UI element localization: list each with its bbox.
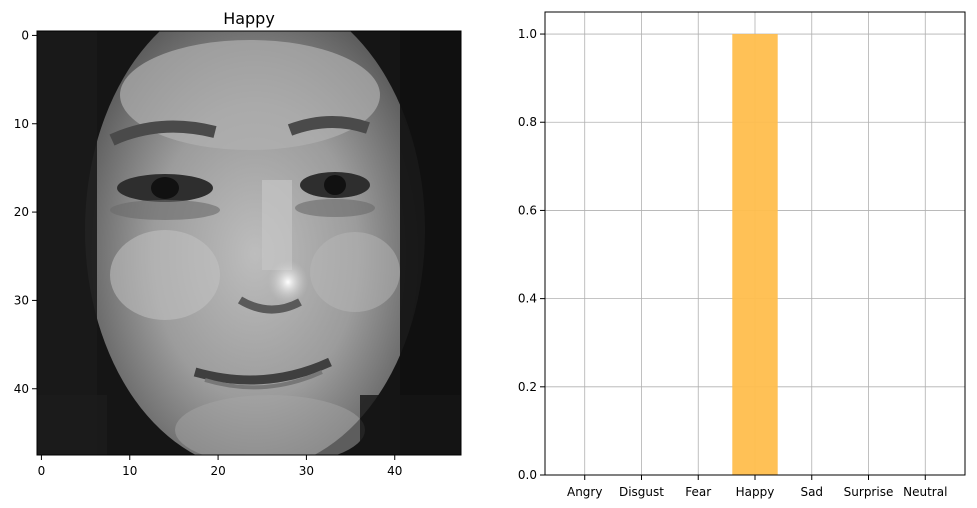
face-image-panel: Happy — [14, 9, 462, 478]
bar-x-tick-label: Surprise — [844, 485, 894, 499]
face-image — [37, 31, 461, 455]
image-y-tick-label: 0 — [21, 28, 29, 42]
bar-x-tick-label: Disgust — [619, 485, 664, 499]
image-x-tick-label: 40 — [387, 464, 402, 478]
image-y-tick-label: 30 — [14, 293, 29, 307]
emotion-bar-chart: Angry Disgust Fear Happy Sad Surprise Neutral … — [518, 11, 966, 499]
image-x-axis: 0 10 20 30 40 — [38, 455, 402, 478]
bar-y-tick-label: 1.0 — [518, 27, 537, 41]
bar-x-tick-label: Sad — [800, 485, 823, 499]
image-y-axis: 0 10 20 30 40 — [14, 28, 37, 396]
bar-y-tick-label: 0.6 — [518, 203, 537, 217]
bar-y-tick-label: 0.8 — [518, 115, 537, 129]
bar-y-tick-label: 0.0 — [518, 468, 537, 482]
image-frame — [36, 30, 462, 456]
image-x-tick-label: 10 — [122, 464, 137, 478]
bar-y-tick-label: 0.4 — [518, 292, 537, 306]
bars — [732, 34, 778, 476]
image-x-tick-label: 20 — [210, 464, 225, 478]
bar-x-tick-label: Angry — [567, 485, 602, 499]
bar-y-axis: 0.0 0.2 0.4 0.6 0.8 1.0 — [518, 27, 545, 482]
bar-x-axis: Angry Disgust Fear Happy Sad Surprise Neutral — [567, 475, 947, 499]
bar-x-tick-label: Fear — [685, 485, 711, 499]
bar-y-tick-label: 0.2 — [518, 380, 537, 394]
bar-x-tick-label: Neutral — [903, 485, 947, 499]
image-title: Happy — [223, 9, 275, 28]
image-x-tick-label: 30 — [299, 464, 314, 478]
image-y-tick-label: 10 — [14, 117, 29, 131]
bar-x-tick-label: Happy — [736, 485, 775, 499]
image-x-tick-label: 0 — [38, 464, 46, 478]
bar-happy — [732, 34, 778, 476]
image-y-tick-label: 40 — [14, 382, 29, 396]
image-y-tick-label: 20 — [14, 205, 29, 219]
